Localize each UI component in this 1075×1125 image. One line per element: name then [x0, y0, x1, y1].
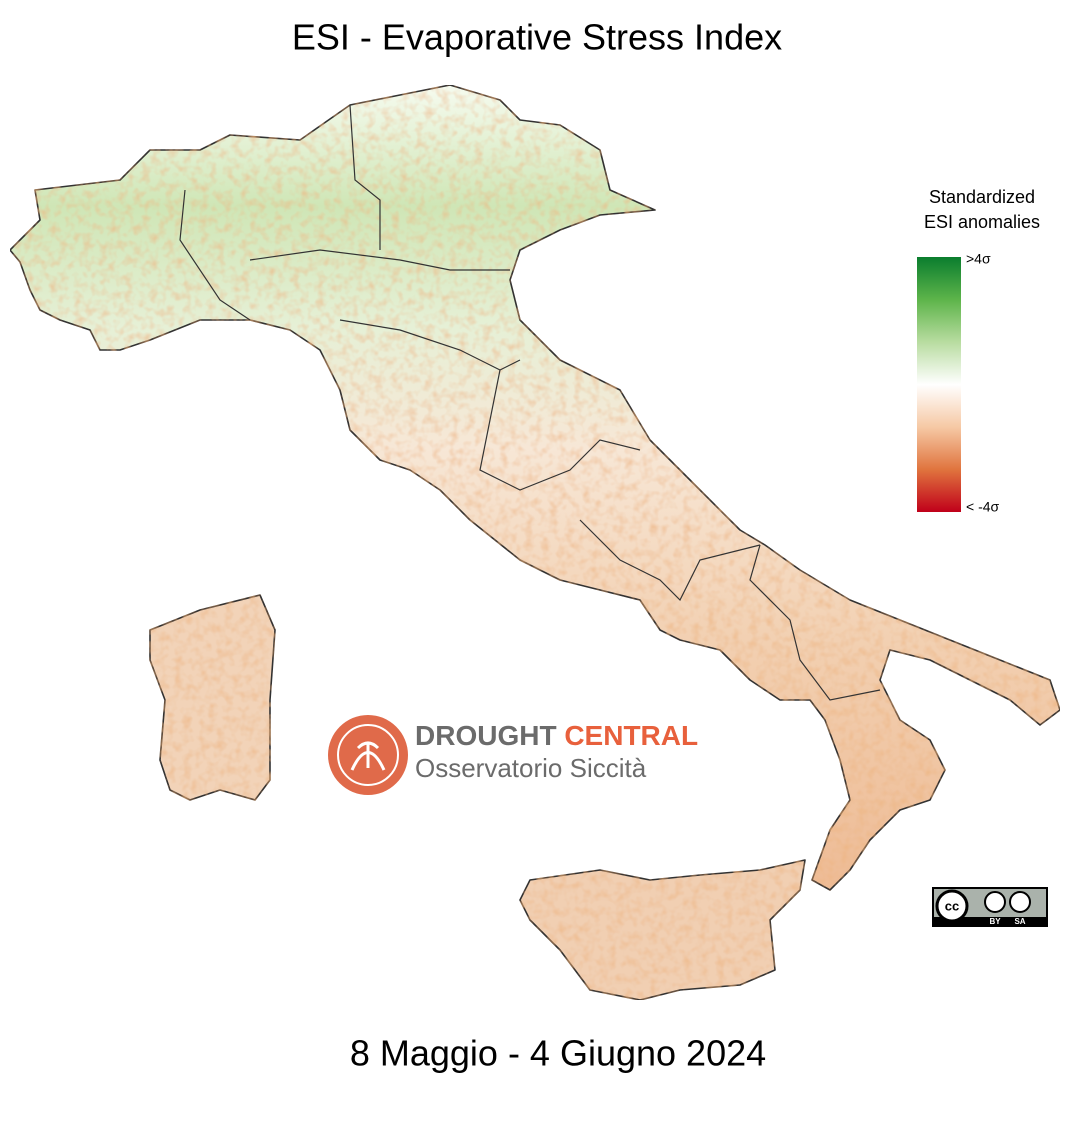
sa-icon: [1009, 891, 1031, 913]
by-icon: [984, 891, 1006, 913]
date-range: 8 Maggio - 4 Giugno 2024: [350, 1033, 766, 1074]
legend-title: Standardized: [929, 187, 1035, 207]
sicily: [519, 859, 806, 1001]
legend: Standardized ESI anomalies >4σ < -4σ: [917, 187, 1040, 515]
cc-circle: [935, 889, 969, 923]
legend-max-label: >4σ: [966, 251, 991, 267]
mainland: [9, 84, 1061, 891]
italy-map: [9, 84, 1061, 1001]
logo: DROUGHT CENTRAL Osservatorio Siccità: [328, 715, 698, 795]
region-borders: [179, 104, 881, 701]
logo-ring: [337, 724, 399, 786]
sa-label: SA: [1014, 917, 1025, 926]
legend-title: ESI anomalies: [924, 212, 1040, 232]
license-badge: cc BY SA: [932, 887, 1048, 927]
sardinia: [149, 594, 276, 801]
logo-title: DROUGHT CENTRAL: [415, 720, 698, 751]
legend-min-label: < -4σ: [966, 499, 1000, 515]
legend-colorbar: [917, 257, 961, 512]
logo-icon: [350, 741, 386, 771]
cc-text: cc: [945, 898, 959, 913]
map-title: ESI - Evaporative Stress Index: [292, 17, 782, 58]
by-label: BY: [989, 917, 1001, 926]
logo-subtitle: Osservatorio Siccità: [415, 753, 647, 783]
